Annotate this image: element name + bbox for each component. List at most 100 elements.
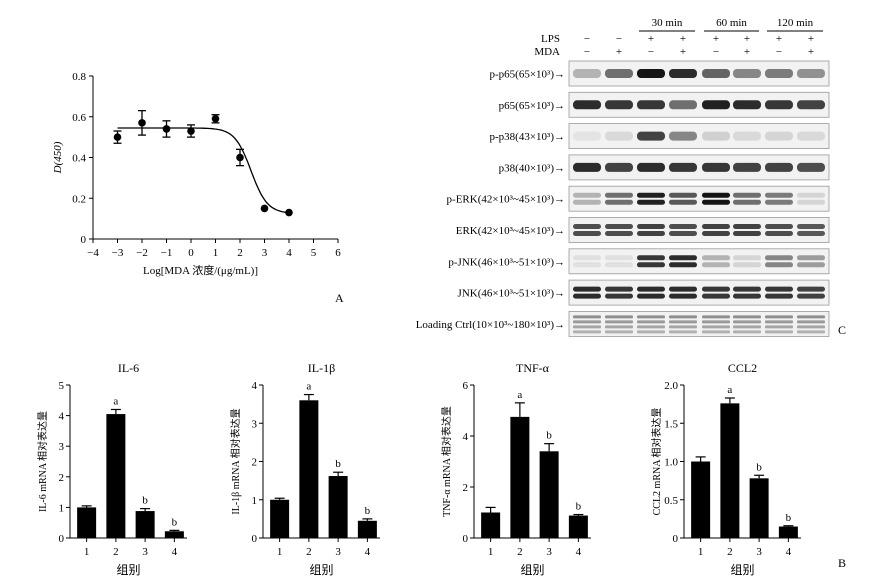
y-tick-label: 0.5 [664, 495, 678, 507]
y-tick-label: 0 [59, 533, 65, 545]
mda-sign: + [616, 46, 622, 58]
x-tick-label: 3 [262, 247, 268, 259]
blot-band [733, 325, 761, 329]
x-tick-label: 4 [286, 247, 292, 259]
blot-band [733, 192, 761, 198]
blot-band [573, 231, 601, 236]
blot-band [733, 315, 761, 319]
blot-band [733, 231, 761, 236]
x-tick-label: −1 [161, 247, 173, 259]
time-header: 30 min [652, 17, 683, 29]
blot-band [765, 192, 793, 198]
bar [328, 476, 348, 538]
x-tick-label: 2 [306, 546, 312, 558]
blot-band [702, 224, 730, 229]
blot-band [637, 69, 665, 78]
blot-band [669, 199, 697, 205]
blot-band [573, 162, 601, 172]
blot-band [573, 330, 601, 334]
mda-sign: + [744, 46, 750, 58]
blot-band [702, 286, 730, 292]
bar [568, 515, 588, 538]
blot-band [797, 262, 825, 268]
fit-curve [117, 127, 290, 214]
blot-band [765, 231, 793, 236]
lps-sign: + [648, 33, 654, 45]
bar [135, 511, 155, 538]
blot-band [765, 293, 793, 299]
blot-band [765, 224, 793, 229]
blot-band [605, 255, 633, 261]
x-tick-label: 1 [698, 546, 704, 558]
blot-band [797, 69, 825, 78]
x-tick-label: 1 [488, 546, 494, 558]
blot-band [605, 320, 633, 324]
western-blot-panel: 30 min 60 min 120 minLPSMDA−−−++−+++−+++−+… [416, 17, 830, 337]
blot-band [765, 286, 793, 292]
x-tick-label: 3 [142, 546, 148, 558]
blot-strip [568, 217, 830, 243]
blot-band [605, 330, 633, 334]
bar [481, 512, 501, 538]
x-tick-label: 2 [113, 546, 119, 558]
blot-band [605, 69, 633, 78]
lps-sign: − [584, 33, 590, 45]
chart-title: IL-6 [118, 361, 139, 375]
blot-band [733, 286, 761, 292]
blot-band [733, 330, 761, 334]
significance-letter: a [113, 395, 118, 407]
x-tick-label: 4 [576, 546, 582, 558]
significance-letter: b [172, 516, 178, 528]
blot-row-label: p65(65×10³)→ [499, 100, 565, 112]
blot-band [702, 320, 730, 324]
y-tick-label: 4 [463, 431, 469, 443]
y-tick-label: 0 [463, 533, 469, 545]
lps-sign: + [713, 33, 719, 45]
blot-band [573, 320, 601, 324]
x-tick-label: 4 [365, 546, 371, 558]
blot-band [733, 100, 761, 110]
blot-band [637, 262, 665, 268]
blot-band [573, 131, 601, 141]
y-tick-label: 3 [59, 441, 65, 453]
blot-band [797, 199, 825, 205]
blot-band [573, 199, 601, 205]
blot-band [605, 100, 633, 110]
mda-label: MDA [534, 46, 560, 58]
blot-band [702, 162, 730, 172]
blot-band [637, 224, 665, 229]
x-tick-label: 1 [84, 546, 90, 558]
y-axis-title: IL-6 mRNA 相对表达量 [36, 411, 49, 512]
y-axis-title: D(450) [52, 141, 64, 174]
y-tick-label: 1.0 [664, 457, 678, 469]
blot-row-label: p38(40×10³)→ [499, 162, 565, 174]
blot-band [797, 231, 825, 236]
lps-sign: − [616, 33, 622, 45]
blot-band [797, 325, 825, 329]
blot-band [605, 231, 633, 236]
blot-band [637, 325, 665, 329]
blot-band [669, 255, 697, 261]
blot-band [573, 100, 601, 110]
x-tick-label: 2 [237, 247, 243, 259]
y-tick-label: 0.8 [72, 71, 86, 83]
blot-band [733, 255, 761, 261]
bar [691, 461, 711, 538]
blot-band [605, 325, 633, 329]
data-point [113, 133, 122, 141]
x-tick-label: 1 [213, 247, 219, 259]
blot-band [573, 315, 601, 319]
blot-band [797, 330, 825, 334]
y-axis-title: TNF-α mRNA 相对表达量 [440, 406, 453, 517]
x-tick-label: 3 [546, 546, 552, 558]
blot-band [637, 320, 665, 324]
blot-band [702, 100, 730, 110]
blot-band [669, 224, 697, 229]
blot-band [702, 293, 730, 299]
blot-band [637, 315, 665, 319]
significance-letter: b [576, 501, 582, 513]
blot-row-label: p-JNK(46×10³~51×10³)→ [448, 256, 565, 268]
blot-band [702, 231, 730, 236]
